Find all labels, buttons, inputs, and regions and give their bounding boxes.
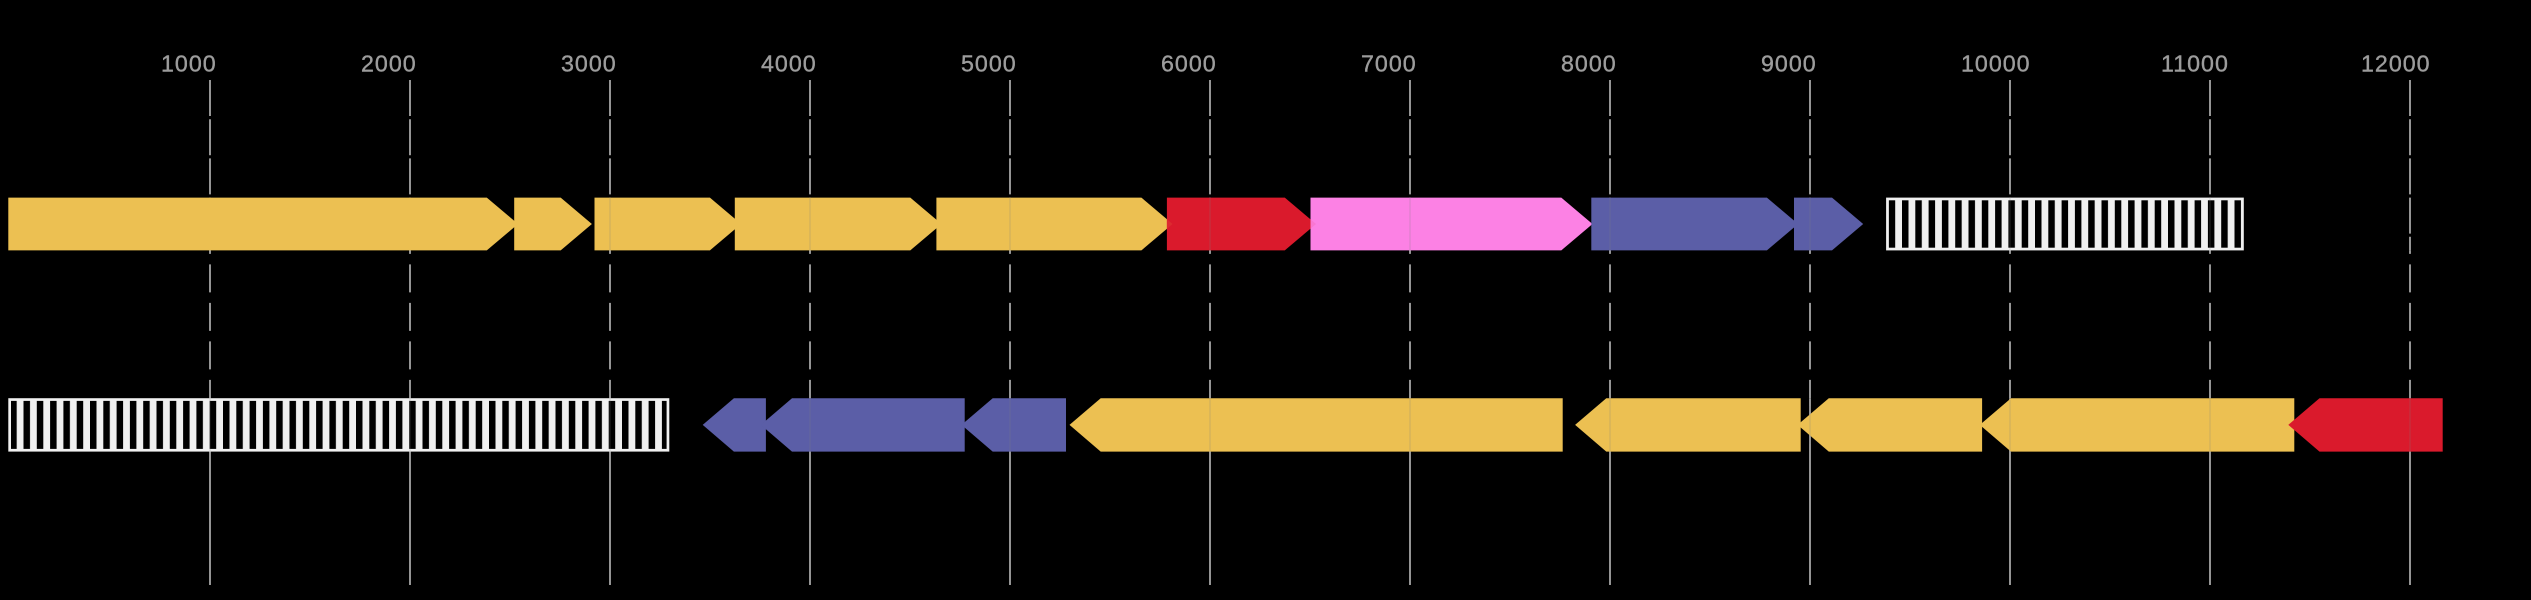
svg-text:1000: 1000	[161, 51, 217, 77]
svg-text:3000: 3000	[561, 51, 617, 77]
svg-text:9000: 9000	[1761, 51, 1817, 77]
svg-text:2000: 2000	[361, 51, 417, 77]
svg-text:4000: 4000	[761, 51, 817, 77]
svg-text:6000: 6000	[1161, 51, 1217, 77]
svg-text:7000: 7000	[1361, 51, 1417, 77]
svg-text:10000: 10000	[1961, 51, 2031, 77]
svg-text:8000: 8000	[1561, 51, 1617, 77]
svg-text:11000: 11000	[2161, 51, 2229, 77]
svg-text:5000: 5000	[961, 51, 1017, 77]
svg-text:12000: 12000	[2361, 51, 2431, 77]
